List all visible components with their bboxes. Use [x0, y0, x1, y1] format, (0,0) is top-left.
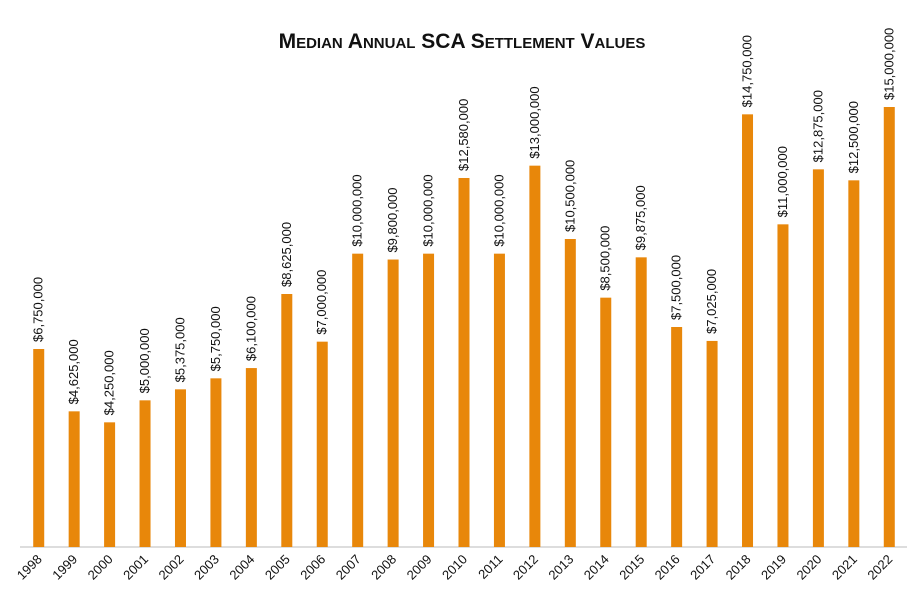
- bar: [742, 114, 754, 547]
- x-tick-label: 2012: [510, 552, 541, 583]
- x-tick-label: 2018: [723, 552, 754, 583]
- value-label: $10,000,000: [350, 174, 365, 246]
- bar: [706, 340, 718, 547]
- value-label: $5,375,000: [172, 317, 187, 382]
- bar: [68, 411, 80, 547]
- bar: [423, 253, 435, 547]
- bar: [139, 400, 151, 547]
- bar: [848, 180, 860, 548]
- bar: [245, 368, 257, 547]
- bar: [281, 294, 293, 547]
- value-label: $14,750,000: [740, 35, 755, 107]
- x-tick-label: 2022: [864, 552, 895, 583]
- value-label: $15,000,000: [881, 28, 896, 100]
- x-tick-label: 2008: [368, 552, 399, 583]
- bar: [883, 107, 895, 547]
- bar: [458, 177, 470, 547]
- value-label: $4,250,000: [102, 350, 117, 415]
- value-label: $10,000,000: [421, 174, 436, 246]
- x-tick-label: 2016: [652, 552, 683, 583]
- value-label: $9,800,000: [385, 187, 400, 252]
- bar: [600, 297, 612, 547]
- value-label: $7,025,000: [704, 269, 719, 334]
- value-label: $6,750,000: [31, 277, 46, 342]
- value-label: $4,625,000: [66, 339, 81, 404]
- x-tick-label: 2003: [191, 552, 222, 583]
- bar: [493, 253, 505, 547]
- bar: [104, 422, 116, 547]
- x-tick-label: 2011: [475, 552, 505, 582]
- x-tick-label: 2017: [687, 552, 718, 583]
- bar: [529, 165, 541, 547]
- x-tick-label: 2000: [85, 552, 116, 583]
- value-label: $12,875,000: [810, 90, 825, 162]
- x-tick-label: 2004: [226, 552, 257, 583]
- value-label: $9,875,000: [633, 185, 648, 250]
- bar: [316, 341, 328, 547]
- value-label: $7,000,000: [314, 270, 329, 335]
- x-tick-label: 2006: [297, 552, 328, 583]
- bar: [174, 389, 186, 547]
- value-label: $7,500,000: [669, 255, 684, 320]
- x-tick-label: 2021: [829, 552, 860, 583]
- value-label: $13,000,000: [527, 86, 542, 158]
- x-tick-label: 2001: [120, 552, 151, 583]
- value-label: $5,750,000: [208, 306, 223, 371]
- value-label: $12,580,000: [456, 99, 471, 171]
- x-tick-label: 2020: [793, 552, 824, 583]
- x-tick-label: 2014: [581, 552, 612, 583]
- bar: [777, 224, 789, 548]
- chart-title: Median Annual SCA Settlement Values: [279, 30, 646, 53]
- value-label: $5,000,000: [137, 328, 152, 393]
- value-label: $8,625,000: [279, 222, 294, 287]
- bar: [210, 378, 222, 547]
- value-label: $10,500,000: [562, 160, 577, 232]
- bar: [387, 259, 399, 547]
- x-tick-label: 2010: [439, 552, 470, 583]
- value-label: $8,500,000: [598, 226, 613, 291]
- bar: [671, 327, 683, 547]
- value-label: $11,000,000: [775, 146, 790, 217]
- bar: [564, 239, 576, 547]
- bar: [33, 349, 45, 547]
- bar: [352, 253, 364, 547]
- x-tick-label: 2005: [262, 552, 293, 583]
- x-tick-label: 2015: [616, 552, 647, 583]
- x-tick-label: 2009: [404, 552, 435, 583]
- x-tick-label: 2013: [545, 552, 576, 583]
- x-tick-label: 1999: [49, 552, 80, 583]
- bar: [635, 257, 647, 547]
- value-label: $12,500,000: [846, 101, 861, 173]
- x-tick-label: 1998: [14, 552, 45, 583]
- value-label: $6,100,000: [243, 296, 258, 361]
- x-tick-label: 2007: [333, 552, 364, 583]
- bar: [812, 169, 824, 548]
- value-label: $10,000,000: [491, 174, 506, 246]
- x-tick-label: 2019: [758, 552, 789, 583]
- x-tick-label: 2002: [156, 552, 187, 583]
